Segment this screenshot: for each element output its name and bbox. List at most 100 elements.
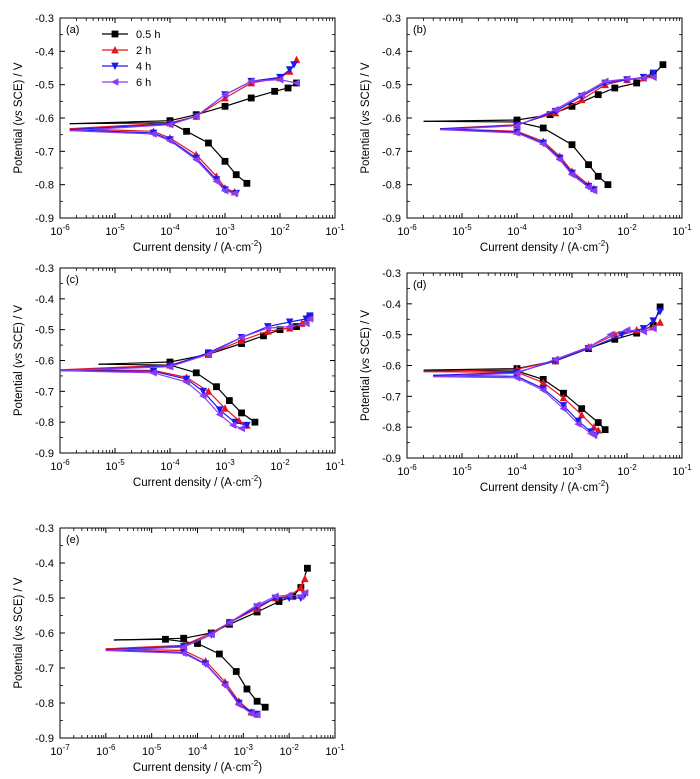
y-tick-label: -0.8 — [35, 180, 54, 192]
x-tick-label: 10-5 — [105, 458, 125, 473]
y-tick-label: -0.9 — [35, 733, 54, 745]
data-point — [182, 378, 190, 386]
x-tick-label: 10-6 — [50, 458, 70, 473]
data-point — [182, 375, 191, 383]
cathodic-branch-line — [433, 376, 595, 436]
y-tick-label: -0.8 — [35, 417, 54, 429]
x-tick-label: 10-2 — [617, 223, 637, 238]
data-point — [243, 421, 251, 430]
x-tick-label: 10-1 — [325, 743, 345, 758]
data-point — [574, 420, 582, 428]
data-point — [589, 186, 598, 195]
cathodic-branch-line — [69, 129, 237, 194]
x-tick-label: 10-5 — [105, 223, 125, 238]
data-point — [204, 387, 213, 395]
data-point — [568, 141, 576, 149]
data-point — [284, 84, 292, 92]
x-tick-label: 10-7 — [50, 743, 70, 758]
y-tick-label: -0.8 — [382, 180, 401, 192]
data-point — [584, 343, 592, 351]
y-tick-label: -0.5 — [35, 80, 54, 92]
data-point — [230, 189, 239, 198]
data-point — [194, 640, 201, 647]
plot-frame — [59, 527, 336, 739]
panel-e: 10-7 10-6 10-5 10-4 10-3 10-2 10-1 -0.9 -0.8 -0.7… — [13, 523, 345, 774]
legend-entry: 2 h — [136, 45, 151, 57]
y-tick-label: -0.9 — [382, 453, 401, 465]
anodic-branch-line — [59, 315, 311, 372]
data-point — [192, 369, 200, 377]
data-point — [232, 171, 240, 179]
data-point — [251, 418, 259, 426]
legend-marker — [111, 78, 119, 86]
y-tick-label: -0.7 — [35, 663, 54, 675]
series-6h — [440, 73, 657, 195]
data-point — [306, 312, 314, 320]
data-point — [247, 77, 255, 86]
data-point — [199, 392, 207, 400]
x-tick-label: 10-1 — [672, 463, 692, 478]
data-point — [215, 406, 224, 414]
data-point — [215, 650, 223, 658]
data-point — [225, 397, 233, 404]
cathodic-branch-line — [105, 649, 258, 715]
y-tick-label: -0.8 — [382, 422, 401, 434]
data-point — [253, 608, 261, 616]
x-tick-label: 10-3 — [562, 463, 582, 478]
data-point — [551, 105, 559, 114]
data-point — [292, 55, 301, 64]
data-point — [623, 326, 631, 334]
x-tick-label: 10-6 — [397, 463, 417, 478]
data-point — [247, 94, 255, 102]
x-axis-label: Current density / (A·cm-2) — [133, 474, 262, 489]
data-point — [617, 331, 626, 339]
x-tick-label: 10-6 — [96, 743, 116, 758]
x-tick-label: 10-4 — [188, 743, 208, 758]
series-0.5h — [423, 303, 664, 434]
data-point — [649, 73, 657, 82]
x-axis-label: Current density / (A·cm-2) — [480, 239, 609, 254]
data-point — [639, 325, 648, 333]
cathodic-branch-line — [440, 128, 595, 190]
y-tick-label: -0.5 — [35, 593, 54, 605]
data-point — [513, 116, 521, 124]
data-point — [594, 419, 602, 426]
y-tick-label: -0.3 — [35, 13, 54, 25]
x-tick-label: 10-2 — [617, 463, 637, 478]
panel-label: (b) — [413, 24, 426, 36]
data-point — [302, 315, 311, 323]
data-point — [221, 681, 229, 690]
data-point — [253, 697, 261, 705]
y-tick-label: -0.6 — [35, 356, 54, 368]
y-axis-label: Potential (vs SCE) / V — [13, 577, 25, 689]
x-tick-label: 10-3 — [562, 223, 582, 238]
anodic-branch-line — [69, 64, 295, 131]
data-point — [513, 121, 521, 130]
data-point — [212, 177, 220, 186]
series-6h — [433, 324, 657, 439]
legend: 0.5 h 2 h 4 h 6 h — [102, 29, 160, 89]
x-axis-label: Current density / (A·cm-2) — [133, 759, 262, 774]
data-point — [285, 318, 294, 326]
data-point — [237, 424, 245, 433]
anodic-branch-line — [59, 318, 311, 372]
data-point — [601, 77, 609, 86]
data-point — [639, 327, 647, 336]
data-point — [235, 416, 243, 425]
x-tick-label: 10-1 — [325, 458, 345, 473]
data-point — [180, 634, 188, 642]
data-point — [149, 369, 157, 377]
x-tick-label: 10-4 — [507, 463, 527, 478]
x-tick-label: 10-5 — [142, 743, 162, 758]
x-tick-label: 10-2 — [279, 743, 299, 758]
data-point — [247, 709, 255, 718]
data-point — [271, 592, 279, 601]
data-point — [285, 322, 294, 331]
plot-frame — [406, 272, 683, 459]
data-point — [623, 75, 631, 83]
data-point — [263, 324, 272, 332]
anodic-branch-line — [423, 306, 661, 371]
data-point — [289, 592, 297, 600]
data-point — [232, 668, 240, 675]
